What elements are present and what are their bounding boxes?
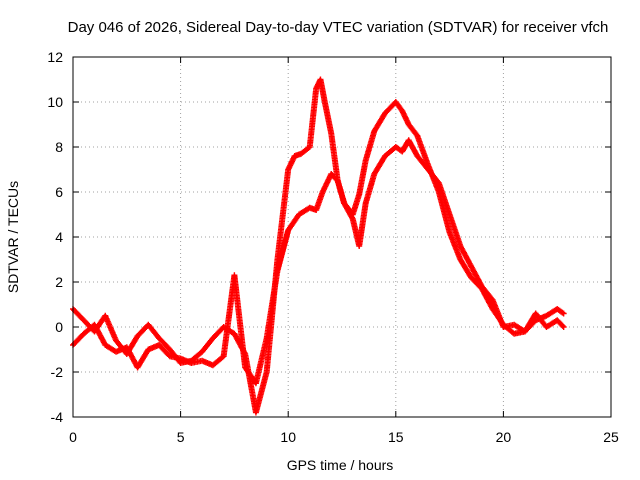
data-point (559, 322, 566, 329)
y-axis-label: SDTVAR / TECUs (5, 181, 21, 293)
y-tick-label: -2 (51, 364, 64, 380)
plot-frame (72, 56, 612, 418)
data-point (560, 310, 567, 317)
series-sdtvar-lower (70, 137, 567, 387)
y-tick-label: 8 (55, 139, 63, 155)
data-point (559, 309, 566, 316)
y-tick-label: 6 (55, 184, 63, 200)
x-tick-label: 10 (280, 429, 296, 445)
x-tick-label: 0 (69, 429, 77, 445)
x-tick-label: 20 (496, 429, 512, 445)
y-tick-labels: -4 -2 0 2 4 6 8 10 12 (47, 49, 63, 425)
data-point (560, 324, 567, 330)
x-tick-label: 15 (388, 429, 404, 445)
chart-title: Day 046 of 2026, Sidereal Day-to-day VTE… (68, 19, 609, 36)
x-tick-labels: 0 5 10 15 20 25 (69, 429, 619, 445)
y-tick-label: 4 (55, 229, 63, 245)
x-tick-label: 5 (177, 429, 185, 445)
y-tick-label: -4 (51, 409, 64, 425)
y-tick-label: 0 (55, 319, 63, 335)
y-tick-label: 12 (47, 49, 63, 65)
x-axis-label: GPS time / hours (287, 457, 394, 473)
grid (73, 57, 611, 417)
y-tick-label: 2 (55, 274, 63, 290)
y-tick-label: 10 (47, 94, 63, 110)
data-series (70, 76, 567, 416)
x-tick-label: 25 (603, 429, 619, 445)
series-sdtvar-upper (70, 76, 567, 416)
